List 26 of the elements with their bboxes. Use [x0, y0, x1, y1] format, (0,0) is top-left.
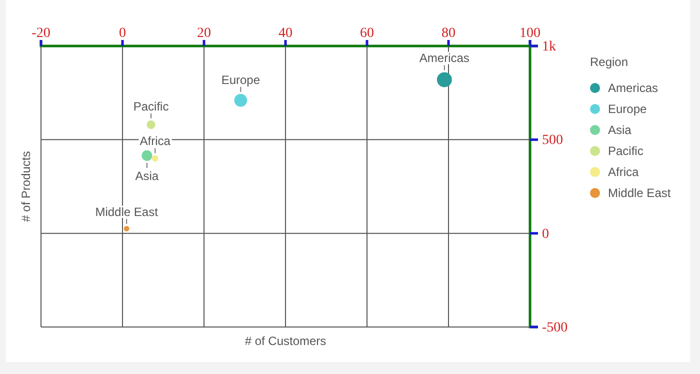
x-tick-label: 60	[360, 26, 374, 41]
y-tick-label: 500	[542, 133, 563, 148]
text: Europe	[221, 72, 260, 87]
x-tick-label: 100	[520, 26, 540, 41]
text: Americas	[419, 51, 470, 66]
legend-label: Africa	[608, 165, 639, 179]
y-tick-label: 0	[542, 226, 549, 242]
x-tick-label: 80	[442, 26, 456, 41]
y-tick-label: -500	[542, 320, 568, 336]
legend-label: Pacific	[608, 144, 644, 158]
text: Asia	[135, 168, 159, 183]
text: Pacific	[133, 99, 169, 114]
legend-label: Middle East	[608, 186, 672, 200]
legend-title: Region	[590, 55, 628, 69]
y-axis-title: # of Products	[19, 151, 33, 222]
x-axis-title: # of Customers	[244, 334, 326, 348]
x-tick-label: 20	[197, 26, 211, 41]
x-tick-label: 0	[119, 26, 126, 41]
legend-label: Europe	[608, 102, 648, 116]
y-tick-label: 1k	[542, 39, 556, 54]
x-tick-label: -20	[32, 26, 50, 41]
text: Middle East	[95, 204, 158, 219]
legend-label: Americas	[608, 81, 658, 95]
x-tick-label: 40	[278, 26, 292, 41]
legend-label: Asia	[608, 123, 632, 137]
text: Africa	[140, 134, 170, 148]
